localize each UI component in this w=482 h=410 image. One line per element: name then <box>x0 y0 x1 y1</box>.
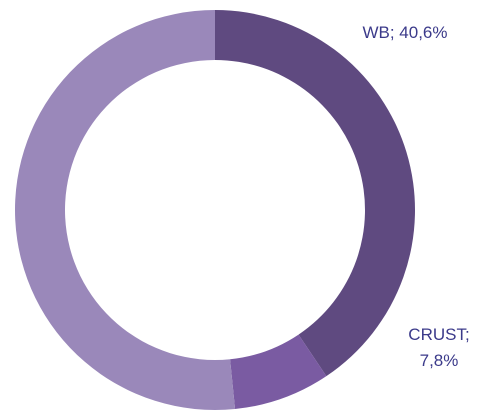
data-label: CRUST; 7,8% <box>408 325 470 370</box>
donut-segment <box>230 334 327 409</box>
donut-segment <box>215 10 415 377</box>
donut-segment <box>14 10 236 410</box>
data-label: WB; 40,6% <box>362 23 448 42</box>
